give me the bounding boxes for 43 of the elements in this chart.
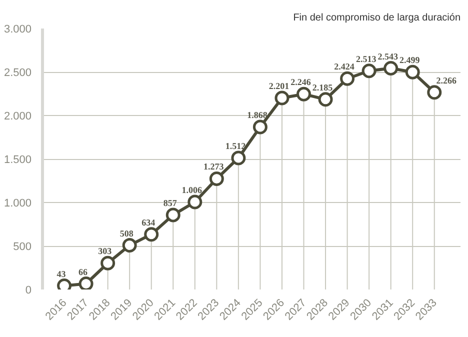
point [296,86,311,102]
data-label: 857 [163,198,178,208]
y-tick-label: 500 [13,241,32,253]
data-label: 634 [142,217,156,228]
point [384,61,398,76]
point [274,90,290,106]
data-label: 1.273 [204,162,224,172]
y-tick-label: 1.000 [4,198,32,210]
point [427,85,442,100]
point [78,276,94,290]
data-label: 2.201 [268,81,290,92]
point [405,64,420,80]
data-label: 1.006 [182,184,203,195]
point [100,256,116,270]
data-label: 1.868 [247,110,268,120]
data-label: 66 [78,266,88,277]
y-tick-label: 2.500 [4,67,32,79]
chart-title: Fin del compromiso de larga duración [293,12,461,24]
point [166,208,180,222]
y-tick-label: 1.500 [4,154,32,166]
data-label: 303 [98,246,112,256]
data-label: 1.512 [225,140,246,151]
data-label: 2.424 [334,62,355,72]
point [188,194,202,210]
point [318,92,333,107]
data-label: 2.266 [436,75,457,86]
y-tick-label: 0 [25,284,32,296]
point [340,71,355,86]
y-tick-label: 2.000 [4,110,32,122]
data-label: 2.499 [399,55,420,66]
data-label: 2.185 [312,82,334,92]
data-label: 2.246 [290,77,312,88]
point [362,64,376,78]
data-label: 508 [120,228,134,238]
data-label: 2.513 [356,54,377,64]
data-label: 2.543 [378,51,398,62]
data-label: 43 [56,268,66,279]
point [144,227,159,242]
point [122,238,137,253]
point [252,120,268,134]
y-tick-label: 3.000 [4,24,32,36]
point [209,172,224,186]
point [231,150,246,166]
